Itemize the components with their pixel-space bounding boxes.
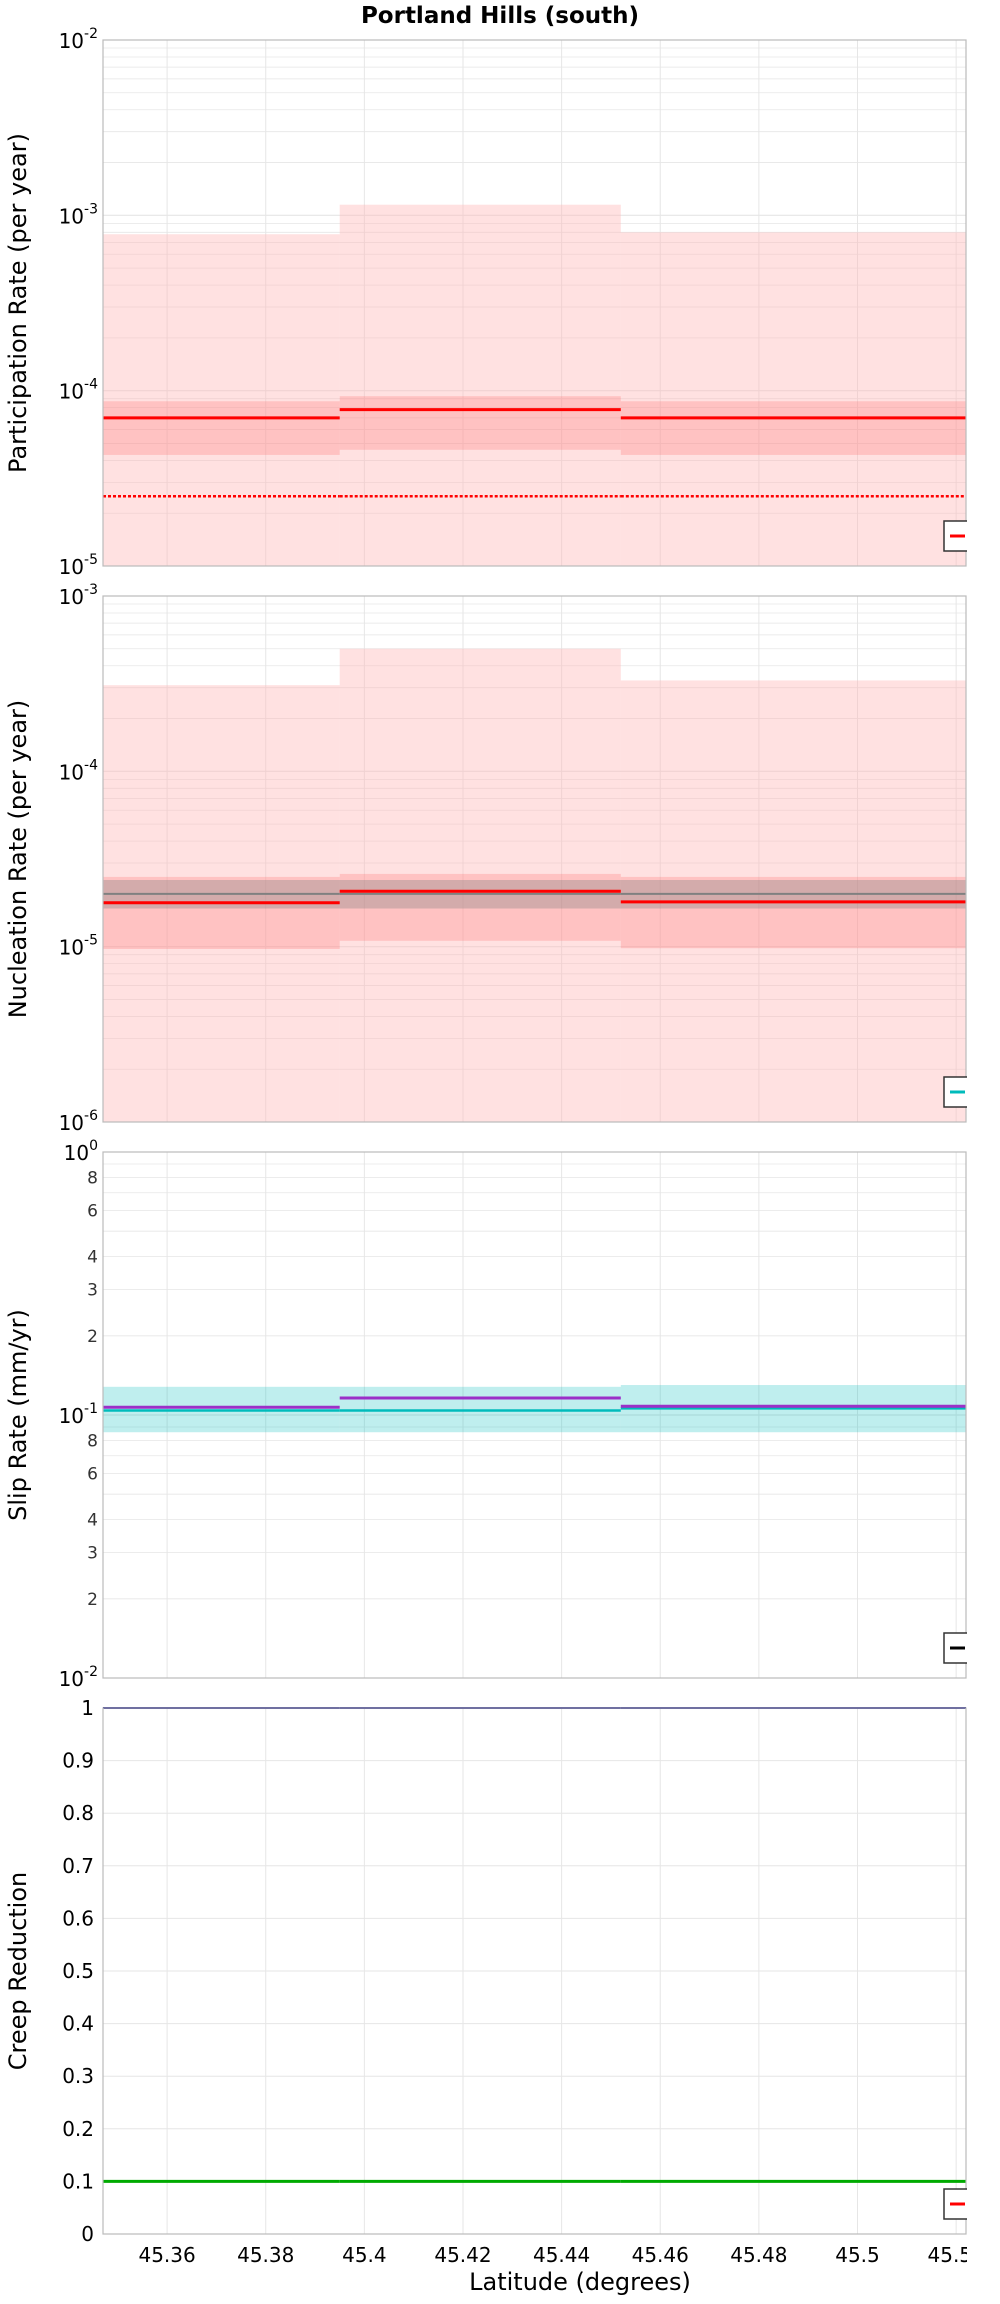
plot-frame xyxy=(102,595,967,1123)
y-minor-tick-label: 8 xyxy=(87,1431,98,1451)
y-tick-label: 10-5 xyxy=(59,552,98,579)
y-axis-label: Creep Reduction xyxy=(4,1872,32,2070)
x-axis-label: Latitude (degrees) xyxy=(469,2268,691,2296)
uncertainty-band-2 xyxy=(620,876,966,949)
y-tick-label: 10-3 xyxy=(59,201,98,228)
y-tick-label: 0 xyxy=(81,2222,94,2246)
y-minor-tick-label: 2 xyxy=(87,1590,98,1610)
y-tick-label: 0.5 xyxy=(62,1959,94,1983)
uncertainty-band-2 xyxy=(103,876,340,949)
y-tick-label: 0.6 xyxy=(62,1906,94,1930)
x-tick-label: 45.44 xyxy=(533,2243,590,2267)
y-tick-label: 0.1 xyxy=(62,2169,94,2193)
y-tick-label: 0.3 xyxy=(62,2064,94,2088)
y-tick-label: 10-3 xyxy=(59,582,98,609)
plot-frame xyxy=(102,1707,967,2235)
plot-area xyxy=(103,596,966,1122)
uncertainty-band-2 xyxy=(103,401,340,455)
y-minor-tick-label: 4 xyxy=(87,1511,98,1531)
y-tick-label: 10-2 xyxy=(59,26,98,53)
y-tick-label: 100 xyxy=(64,1138,98,1165)
y-minor-tick-label: 4 xyxy=(87,1248,98,1268)
plot-area xyxy=(103,40,966,566)
y-axis-label: Nucleation Rate (per year) xyxy=(4,700,32,1019)
uncertainty-band-2 xyxy=(339,873,621,941)
y-tick-label: 1 xyxy=(81,1696,94,1720)
x-tick-label: 45.36 xyxy=(138,2243,195,2267)
y-tick-label: 0.9 xyxy=(62,1749,94,1773)
y-tick-label: 10-5 xyxy=(59,933,98,960)
plot-frame xyxy=(102,39,967,567)
chart-panels: 10-5 10-4 10-3 10-2 Participation Rate (per … xyxy=(4,0,1000,2300)
y-tick-label: 0.4 xyxy=(62,2012,94,2036)
y-tick-label: 10-2 xyxy=(59,1664,98,1691)
y-axis-label: Participation Rate (per year) xyxy=(4,133,32,473)
x-tick-label: 45.42 xyxy=(434,2243,491,2267)
chart-panel-3: 10-2 10-1 100 2 3 4 6 8 2 3 4 6 8 Slip Rate (mm/yr) xyxy=(4,1138,975,1691)
chart-panel-1: 10-5 10-4 10-3 10-2 Participation Rate (per … xyxy=(4,26,975,579)
x-tick-label: 45.5 xyxy=(835,2243,880,2267)
right-margin xyxy=(967,0,1000,2300)
y-tick-label: 10-1 xyxy=(59,1401,98,1428)
uncertainty-band-1 xyxy=(339,204,621,566)
uncertainty-band-1 xyxy=(103,234,340,566)
chart-panel-4: 0 0.1 0.2 0.3 0.4 0.5 0.6 0.7 0.8 0.9 1 Creep Reduc… xyxy=(4,1696,985,2267)
y-tick-label: 0.7 xyxy=(62,1854,94,1878)
y-minor-tick-label: 8 xyxy=(87,1168,98,1188)
y-minor-tick-label: 3 xyxy=(87,1281,98,1301)
y-minor-tick-label: 6 xyxy=(87,1201,98,1221)
uncertainty-band-1 xyxy=(620,232,966,566)
y-tick-label: 0.2 xyxy=(62,2117,94,2141)
x-tick-label: 45.48 xyxy=(730,2243,787,2267)
y-minor-tick-label: 6 xyxy=(87,1464,98,1484)
chart-panel-2: 10-6 10-5 10-4 10-3 Nucleation Rate (per yea… xyxy=(4,582,975,1135)
y-minor-tick-label: 3 xyxy=(87,1544,98,1564)
x-tick-label: 45.4 xyxy=(342,2243,387,2267)
plot-frame xyxy=(102,1151,967,1679)
x-tick-label: 45.46 xyxy=(632,2243,689,2267)
uncertainty-band-1 xyxy=(339,648,621,1122)
y-minor-tick-label: 2 xyxy=(87,1327,98,1347)
y-tick-label: 10-6 xyxy=(59,1108,99,1135)
y-tick-label: 10-4 xyxy=(59,757,99,784)
figure-title: Portland Hills (south) xyxy=(361,3,639,29)
uncertainty-band-2 xyxy=(339,396,621,450)
x-tick-label: 45.38 xyxy=(237,2243,294,2267)
y-axis-label: Slip Rate (mm/yr) xyxy=(4,1309,32,1521)
y-tick-label: 0.8 xyxy=(62,1801,94,1825)
y-tick-label: 10-4 xyxy=(59,377,99,404)
uncertainty-band-2 xyxy=(620,401,966,455)
